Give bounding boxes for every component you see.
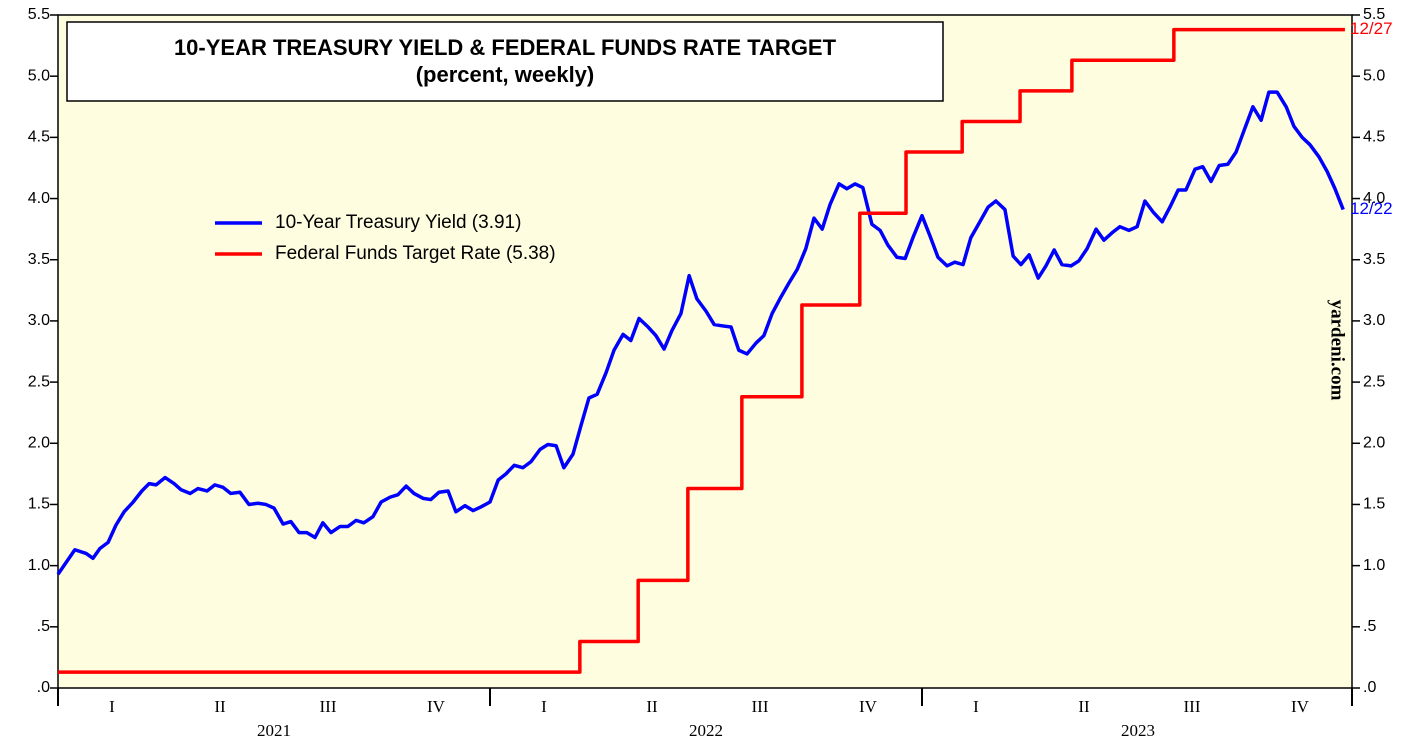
- y2-tick-label: 3.0: [1363, 312, 1385, 329]
- quarter-label: III: [320, 697, 337, 716]
- y-tick-label: 2.0: [28, 434, 50, 451]
- y-tick-label: 2.5: [28, 373, 50, 390]
- year-label: 2021: [257, 721, 291, 740]
- y-tick-label: 4.0: [28, 190, 50, 207]
- end-label: 12/22: [1350, 199, 1393, 218]
- y2-tick-label: 5.0: [1363, 67, 1385, 84]
- y-tick-label: 3.5: [28, 251, 50, 268]
- quarter-label: I: [109, 697, 115, 716]
- y-tick-label: 5.5: [28, 6, 50, 23]
- y-tick-label: 4.5: [28, 129, 50, 146]
- marks: [56, 27, 1345, 674]
- y-tick-label: 1.5: [28, 496, 50, 513]
- year-label: 2023: [1121, 721, 1155, 740]
- plot-area: [57, 14, 1353, 689]
- y2-tick-label: 5.5: [1363, 6, 1385, 23]
- y-tick-label: 3.0: [28, 312, 50, 329]
- y2-tick-label: 3.5: [1363, 251, 1385, 268]
- y2-tick-label: 4.0: [1363, 190, 1385, 207]
- chart-title: 10-YEAR TREASURY YIELD & FEDERAL FUNDS R…: [174, 35, 837, 60]
- watermark: yardeni.com: [1327, 300, 1348, 401]
- quarter-label: I: [973, 697, 979, 716]
- y-tick-label: 1.0: [28, 557, 50, 574]
- quarter-label: II: [646, 697, 658, 716]
- quarter-label: I: [541, 697, 547, 716]
- quarter-label: IV: [859, 697, 878, 716]
- series-line: [58, 27, 1345, 674]
- end-label: 12/27: [1350, 19, 1393, 38]
- chart-subtitle: (percent, weekly): [416, 62, 595, 87]
- y2-tick-label: 1.0: [1363, 557, 1385, 574]
- quarter-label: II: [1078, 697, 1090, 716]
- y2-tick-label: .5: [1363, 618, 1376, 635]
- y-tick-label: .5: [37, 618, 50, 635]
- title-box: [66, 21, 944, 102]
- series-line: [56, 90, 1345, 576]
- y-tick-label: .0: [37, 679, 50, 696]
- y2-tick-label: .0: [1363, 679, 1376, 696]
- quarter-label: III: [752, 697, 769, 716]
- y-tick-label: 5.0: [28, 67, 50, 84]
- y2-tick-label: 1.5: [1363, 496, 1385, 513]
- year-label: 2022: [689, 721, 723, 740]
- y2-tick-label: 2.5: [1363, 373, 1385, 390]
- quarter-label: II: [214, 697, 226, 716]
- quarter-label: III: [1184, 697, 1201, 716]
- quarter-label: IV: [427, 697, 446, 716]
- legend-label: 10-Year Treasury Yield (3.91): [275, 212, 521, 233]
- quarter-label: IV: [1291, 697, 1310, 716]
- y2-tick-label: 2.0: [1363, 434, 1385, 451]
- y2-tick-label: 4.5: [1363, 129, 1385, 146]
- legend-label: Federal Funds Target Rate (5.38): [275, 243, 556, 264]
